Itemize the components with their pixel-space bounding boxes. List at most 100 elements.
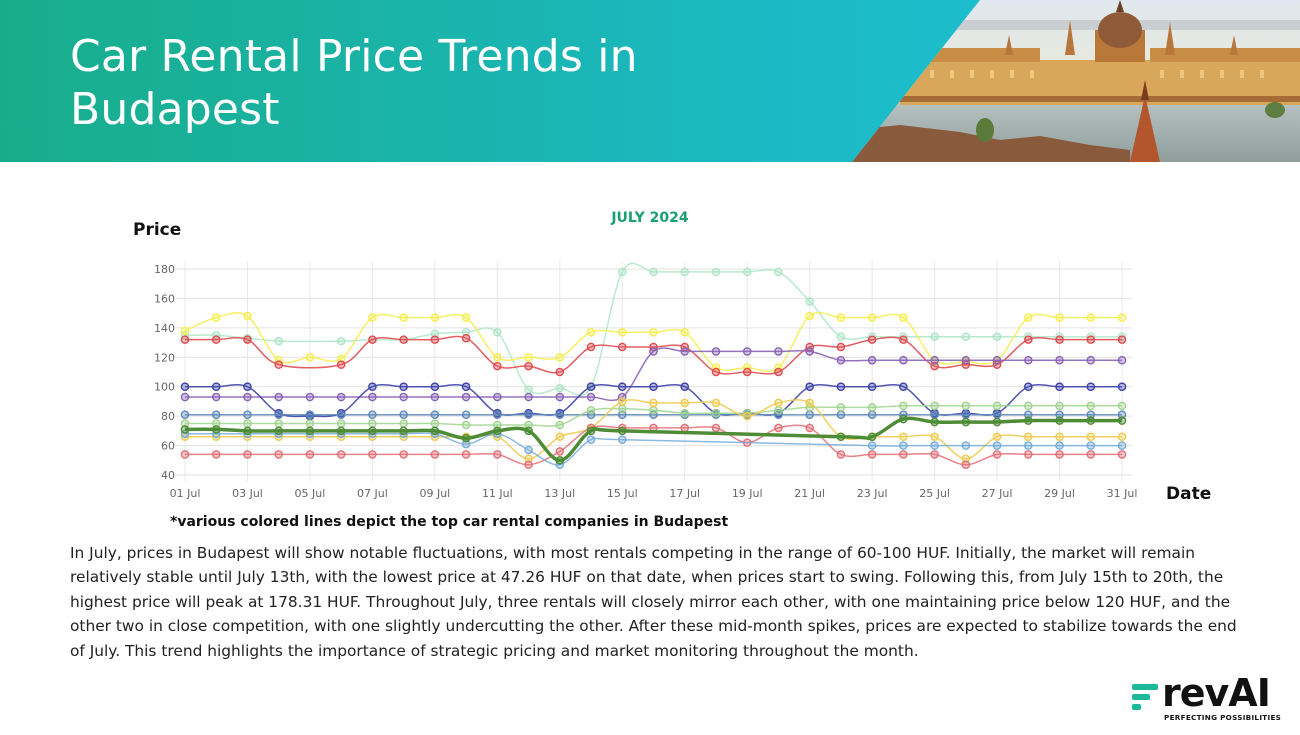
data-point xyxy=(992,417,1002,427)
data-point xyxy=(899,401,908,411)
data-point xyxy=(899,441,908,450)
data-point xyxy=(524,392,533,402)
series-line-3 xyxy=(184,335,1122,375)
data-point xyxy=(711,267,721,277)
data-point xyxy=(493,426,502,436)
data-point xyxy=(493,410,502,419)
data-point xyxy=(961,401,971,411)
data-point xyxy=(836,313,846,322)
y-tick-label: 100 xyxy=(154,381,175,394)
data-point xyxy=(805,347,814,356)
data-point xyxy=(399,382,408,392)
data-point xyxy=(461,410,471,419)
data-point xyxy=(180,419,190,428)
data-point xyxy=(930,432,939,442)
data-point xyxy=(711,367,721,377)
data-point xyxy=(617,382,627,392)
data-point xyxy=(368,382,377,392)
budapest-parliament-photo xyxy=(852,0,1300,162)
data-point xyxy=(774,398,783,408)
data-point xyxy=(1024,410,1033,419)
data-point xyxy=(899,335,908,344)
data-point xyxy=(399,426,408,436)
data-point xyxy=(180,425,190,434)
data-point xyxy=(1086,401,1096,411)
data-point xyxy=(399,335,408,344)
data-point xyxy=(617,410,627,419)
data-point xyxy=(524,454,533,464)
data-point xyxy=(336,450,346,459)
data-point xyxy=(1086,382,1096,392)
data-point xyxy=(1055,313,1064,322)
data-point xyxy=(961,410,971,419)
x-tick-label: 31 Jul xyxy=(1107,487,1138,500)
data-point xyxy=(992,432,1002,442)
data-point xyxy=(1117,441,1127,450)
data-point xyxy=(1117,416,1127,425)
data-point xyxy=(992,450,1002,459)
data-point xyxy=(180,410,190,419)
data-point xyxy=(493,352,502,362)
data-point xyxy=(180,392,190,402)
data-point xyxy=(711,423,721,433)
data-point xyxy=(1117,410,1127,419)
x-axis-label: Date xyxy=(1166,484,1212,504)
data-point xyxy=(399,419,408,428)
data-point xyxy=(555,432,565,442)
x-tick-label: 15 Jul xyxy=(607,487,638,500)
data-point xyxy=(617,397,627,406)
x-tick-label: 11 Jul xyxy=(482,487,513,500)
data-point xyxy=(899,414,908,424)
data-point xyxy=(586,426,596,436)
chart-footnote: *various colored lines depict the top ca… xyxy=(170,514,729,530)
data-point xyxy=(1117,450,1127,459)
data-point xyxy=(930,401,939,411)
data-point xyxy=(555,367,565,377)
logo-wordmark: revAI xyxy=(1162,671,1271,715)
data-point xyxy=(899,313,908,322)
data-point xyxy=(524,460,533,470)
data-point xyxy=(930,355,939,365)
page-title: Car Rental Price Trends in Budapest xyxy=(70,31,638,135)
data-point xyxy=(336,419,346,428)
data-point xyxy=(243,419,252,428)
data-point xyxy=(1024,355,1033,365)
data-point xyxy=(836,432,846,442)
data-point xyxy=(1024,382,1033,392)
data-point xyxy=(1086,441,1096,450)
price-chart: 40 60 80 100 120 140 160 180 01 Jul 03 Jul 05 Jul 0… xyxy=(0,162,1300,542)
data-point xyxy=(586,435,596,444)
data-point xyxy=(836,410,846,419)
data-point xyxy=(961,454,971,464)
data-point xyxy=(1086,450,1096,459)
data-point xyxy=(711,398,721,408)
data-point xyxy=(992,332,1002,341)
data-point xyxy=(243,450,252,459)
series-line-11 xyxy=(184,416,1122,463)
data-point xyxy=(680,398,690,408)
data-point xyxy=(680,347,690,356)
data-point xyxy=(555,410,565,419)
y-tick-label: 160 xyxy=(154,292,175,305)
data-point xyxy=(493,327,502,337)
data-point xyxy=(617,404,627,414)
data-point xyxy=(1086,313,1096,322)
data-point xyxy=(368,392,377,402)
data-point xyxy=(336,410,346,419)
data-point xyxy=(243,382,252,392)
data-point xyxy=(1024,432,1033,442)
data-point xyxy=(368,426,377,436)
data-point xyxy=(399,410,408,419)
data-point xyxy=(524,426,533,436)
data-point xyxy=(211,335,221,344)
data-point xyxy=(399,313,408,322)
data-point xyxy=(274,336,284,346)
data-point xyxy=(742,367,752,377)
data-point xyxy=(461,450,471,459)
data-point xyxy=(430,410,440,419)
data-point xyxy=(680,382,690,392)
data-point xyxy=(461,333,471,343)
data-point xyxy=(1055,410,1064,419)
data-point xyxy=(524,352,533,362)
data-point xyxy=(586,382,596,392)
